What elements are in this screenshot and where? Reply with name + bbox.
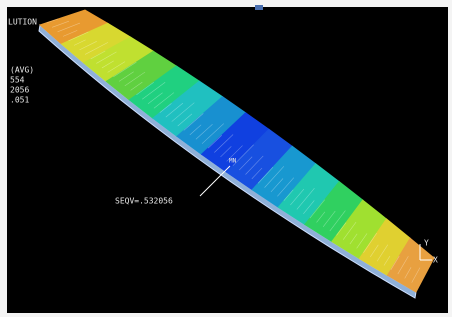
window-marker <box>255 5 263 10</box>
triad-x: X <box>433 256 438 265</box>
triad-y: Y <box>424 239 429 248</box>
legend-line: 554 <box>10 76 25 85</box>
min-label: SEQV=.532056 <box>115 197 173 206</box>
legend-line: (AVG) <box>10 66 34 75</box>
min-marker: MN <box>229 158 237 165</box>
legend-title: LUTION <box>8 18 37 27</box>
page: {"legend": {"title": "LUTION", "lines": … <box>0 0 452 317</box>
viewport: LUTION (AVG) 554 2056 .051 SEQV=.532056 … <box>0 0 452 317</box>
legend-line: 2056 <box>10 86 29 95</box>
legend-line: .051 <box>10 96 29 105</box>
